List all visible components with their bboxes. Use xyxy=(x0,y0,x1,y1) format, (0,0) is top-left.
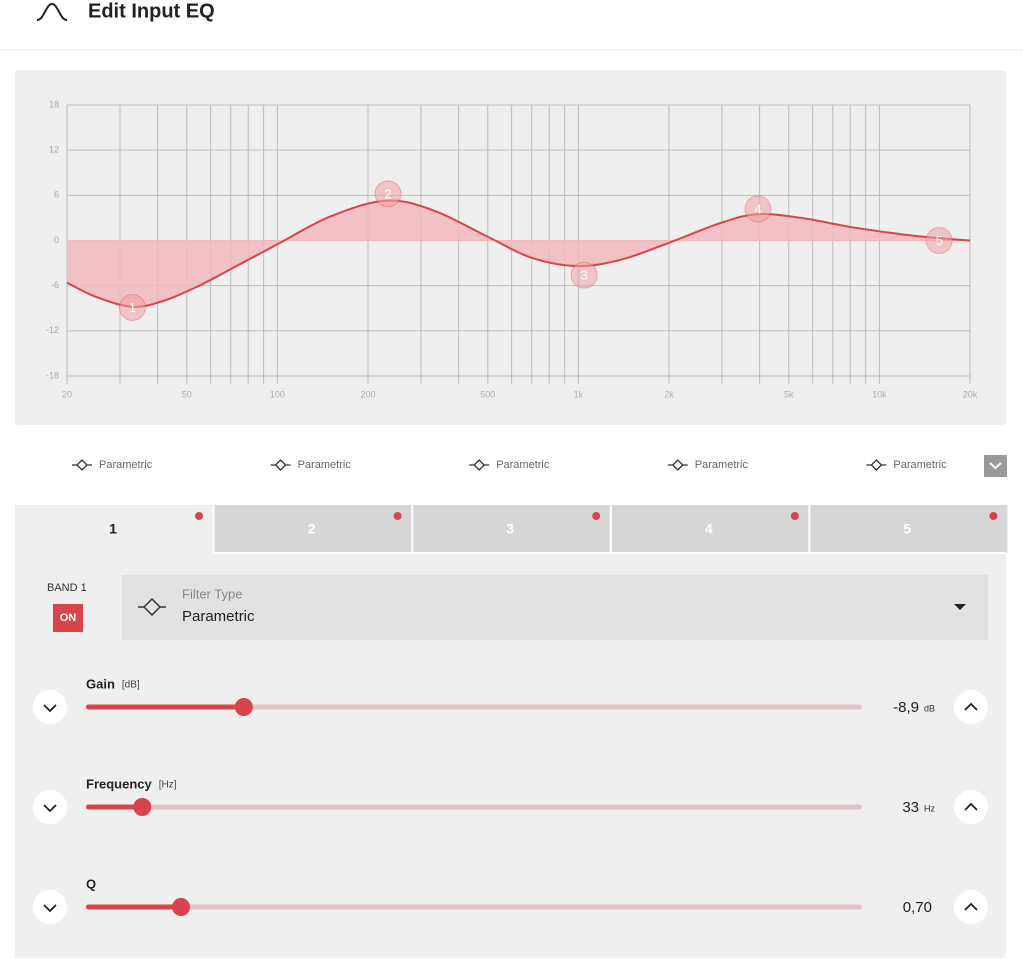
band-tab[interactable] xyxy=(413,505,611,553)
band-handle-label: 3 xyxy=(581,268,588,283)
y-tick-label: -12 xyxy=(46,325,59,335)
tab-indicator xyxy=(195,512,203,520)
eq-icon xyxy=(36,2,68,21)
tab-label: 4 xyxy=(705,521,713,537)
tab-label: 1 xyxy=(109,521,117,537)
filter-type-value: Parametric xyxy=(182,608,255,625)
slider-fill xyxy=(86,904,182,910)
tab-label: 5 xyxy=(904,521,912,537)
y-tick-label: 12 xyxy=(49,145,59,155)
on-button[interactable] xyxy=(53,604,83,632)
y-tick-label: 18 xyxy=(49,99,59,109)
filter-icon xyxy=(667,459,688,471)
band-tab[interactable] xyxy=(810,505,1008,553)
x-tick-label: 20 xyxy=(62,389,72,399)
chevron-icon xyxy=(43,704,57,713)
filter-icon xyxy=(72,459,92,471)
filter-label: Parametric xyxy=(298,459,352,471)
x-tick-label: 10k xyxy=(872,389,887,399)
band-handle[interactable] xyxy=(570,261,598,289)
expand-icon xyxy=(989,462,1002,470)
slider-fill xyxy=(86,704,244,710)
band-handle-label: 2 xyxy=(384,186,391,201)
filter-type-caption: Filter Type xyxy=(182,586,242,601)
expand-button[interactable] xyxy=(984,455,1007,477)
filter-label: Parametric xyxy=(99,459,153,471)
x-tick-label: 50 xyxy=(182,389,192,399)
x-tick-label: 2k xyxy=(664,389,674,399)
slider-track[interactable] xyxy=(86,904,862,910)
filter-icon xyxy=(270,459,291,471)
tab-label: 3 xyxy=(506,521,514,537)
on-label: ON xyxy=(60,612,77,624)
filter-label: Parametric xyxy=(893,459,947,471)
increase-button[interactable] xyxy=(954,690,988,724)
y-tick-label: 0 xyxy=(54,235,59,245)
slider-unit: [dB] xyxy=(122,680,140,691)
increase-button[interactable] xyxy=(954,890,988,924)
band-label: BAND 1 xyxy=(47,582,87,594)
filter-type-select[interactable] xyxy=(122,575,988,640)
band-tab[interactable] xyxy=(611,505,809,553)
chevron-icon xyxy=(43,804,57,813)
slider-value: 33 xyxy=(902,799,919,816)
filter-icon xyxy=(469,459,490,471)
tab-indicator xyxy=(592,512,601,520)
slider-value: -8,9 xyxy=(893,699,919,716)
page-title: Edit Input EQ xyxy=(88,0,215,22)
chevron-icon xyxy=(43,904,57,913)
band-handle[interactable] xyxy=(118,293,146,321)
x-tick-label: 500 xyxy=(480,389,495,399)
x-tick-label: 5k xyxy=(784,389,794,399)
band-tab[interactable] xyxy=(15,505,212,553)
band-handle[interactable] xyxy=(744,195,772,223)
slider-name: Q xyxy=(86,876,96,891)
increase-button[interactable] xyxy=(954,790,988,824)
band-panel xyxy=(15,505,1006,958)
slider-thumb[interactable] xyxy=(133,798,152,816)
band-handle-label: 4 xyxy=(754,201,761,216)
decrease-button[interactable] xyxy=(33,890,67,924)
band-handle-label: 5 xyxy=(936,233,943,248)
slider-unit: [Hz] xyxy=(159,780,177,791)
slider-track[interactable] xyxy=(86,704,862,710)
tab-indicator xyxy=(989,512,998,520)
slider-track[interactable] xyxy=(86,804,862,810)
decrease-button[interactable] xyxy=(33,690,67,724)
slider-value: 0,70 xyxy=(903,899,932,916)
chevron-icon xyxy=(964,702,978,711)
value-unit: dB xyxy=(924,703,935,713)
tab-indicator xyxy=(790,512,799,520)
band-tab[interactable] xyxy=(214,505,412,553)
filter-icon xyxy=(138,597,166,617)
x-tick-label: 1k xyxy=(574,389,584,399)
slider-fill xyxy=(86,804,143,810)
chevron-icon xyxy=(964,902,978,911)
response-area xyxy=(67,200,970,307)
y-tick-label: -18 xyxy=(46,370,59,380)
chevron-icon xyxy=(964,802,978,811)
slider-thumb[interactable] xyxy=(172,898,191,916)
tab-label: 2 xyxy=(308,521,316,537)
band-handle-label: 1 xyxy=(129,300,136,315)
x-tick-label: 200 xyxy=(360,389,375,399)
slider-name: Frequency xyxy=(86,776,153,791)
dropdown-arrow xyxy=(954,604,966,610)
band-handle[interactable] xyxy=(374,180,402,208)
tab-indicator xyxy=(393,512,402,520)
decrease-button[interactable] xyxy=(33,790,67,824)
slider-thumb[interactable] xyxy=(234,698,253,716)
response-curve xyxy=(66,199,971,308)
y-tick-label: -6 xyxy=(51,280,59,290)
x-tick-label: 100 xyxy=(270,389,285,399)
y-tick-label: 6 xyxy=(54,190,59,200)
filter-icon xyxy=(866,459,887,471)
filter-label: Parametric xyxy=(496,459,550,471)
band-handle[interactable] xyxy=(925,227,953,254)
filter-label: Parametric xyxy=(695,459,749,471)
slider-name: Gain xyxy=(86,676,115,691)
x-tick-label: 20k xyxy=(963,389,978,399)
value-unit: Hz xyxy=(924,803,935,813)
